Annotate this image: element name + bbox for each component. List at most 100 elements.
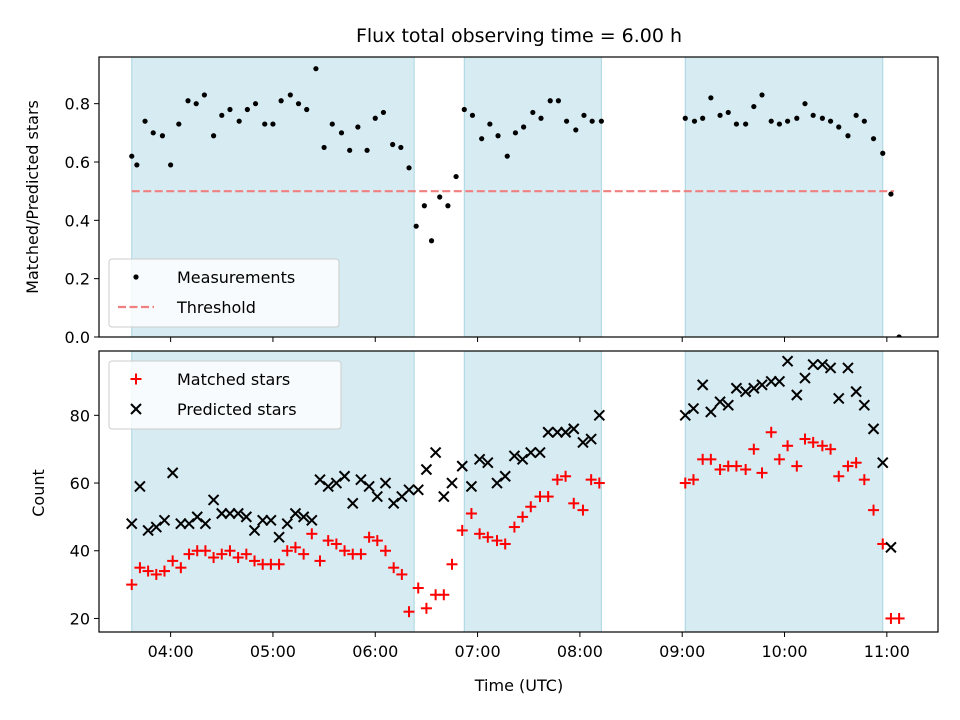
ratio-point [355,124,361,130]
count-point [877,457,889,469]
ratio-point [437,194,443,200]
count-point [551,474,563,486]
ratio-point [364,147,370,153]
count-point [799,372,811,384]
count-point [807,436,819,448]
count-frame [98,350,939,633]
count-point [339,545,351,557]
count-point [330,538,342,550]
count-point [499,538,511,550]
count-point [850,457,862,469]
count-point [412,582,424,594]
count-point [150,568,162,580]
count-point [363,531,375,543]
ratio-point [236,118,242,124]
count-legend: Matched stars Predicted stars [108,360,342,430]
count-point [289,507,302,520]
count-point [748,443,760,455]
count-point [508,450,521,462]
ratio-point [521,124,527,130]
count-point [473,453,486,466]
ratio-point [219,112,225,118]
count-point [273,531,285,543]
count-y-axis-label: Count [29,469,48,517]
count-point [403,606,415,618]
ratio-point [530,109,536,116]
count-point [542,426,554,438]
ratio-point [487,121,493,127]
ratio-point [201,92,207,98]
count-point [208,552,220,564]
count-point [765,426,777,438]
count-point [833,470,845,482]
count-point [158,514,171,526]
count-point [740,463,752,475]
count-point [858,399,871,411]
ratio-point [338,130,345,136]
count-point [833,392,845,405]
count-point [705,406,717,418]
count-point [577,504,589,516]
count-point [134,562,146,574]
count-point [363,480,375,493]
count-point [730,382,743,394]
ratio-point [700,115,706,121]
count-point [825,443,837,455]
count-point [551,426,564,438]
ratio-point [708,95,714,101]
count-point [687,402,700,415]
count-point [216,507,228,520]
count-point [782,440,794,452]
ratio-point [129,153,135,159]
ratio-point [725,109,731,116]
count-series-1 [126,355,897,554]
time-x-tick-label: 11:00 [864,642,910,661]
count-y-tick-label: 20 [70,609,90,628]
count-point [240,511,253,523]
count-point [568,497,580,509]
ratio-point [810,112,816,118]
count-point [232,507,244,520]
count-point [465,480,478,493]
count-point [508,521,520,533]
ratio-point [573,127,579,133]
ratio-point [479,136,485,142]
ratio-y-tick-label: 0.2 [65,270,90,289]
count-point [714,396,726,408]
ratio-point [390,141,396,148]
count-point [142,524,154,537]
count-point [248,524,261,537]
count-point [773,453,785,465]
ratio-point [372,115,378,121]
ratio-frame [98,56,939,338]
count-point [534,446,546,459]
count-legend-label: Predicted stars [177,400,297,419]
count-point [593,477,605,489]
count-point [412,484,424,496]
ratio-point [563,118,570,124]
ratio-point [717,112,723,118]
count-point [387,497,400,510]
count-point [568,423,580,435]
ratio-y-tick-label: 0.0 [65,328,90,347]
count-point [517,511,529,523]
count-point [265,514,277,526]
count-point [499,470,511,482]
ratio-point [784,118,791,124]
count-point [456,524,468,536]
count-point [134,480,146,493]
ratio-point [193,101,199,107]
count-y-tick-label: 80 [70,406,90,425]
count-point [281,545,293,557]
ratio-series-0 [129,66,902,337]
count-point [330,477,343,489]
count-point [438,490,450,503]
count-point [560,470,572,482]
ratio-point [598,118,604,124]
ratio-shaded-interval-2 [684,57,884,337]
count-point [224,507,236,520]
ratio-y-axis-label: Matched/Predicted stars [23,100,42,294]
ratio-point [150,130,156,136]
count-point [816,440,828,452]
count-point [765,375,777,388]
